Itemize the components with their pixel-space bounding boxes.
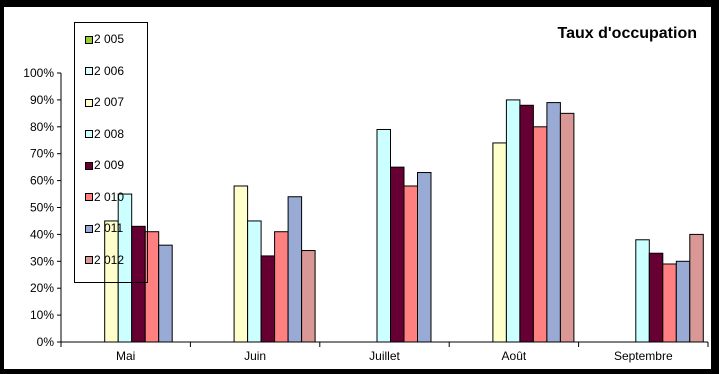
y-tick-label: 90% bbox=[30, 93, 54, 107]
bar-2007-Août bbox=[492, 142, 507, 343]
legend-entry: 2 008 bbox=[85, 126, 124, 142]
x-tick-label: Juillet bbox=[369, 349, 400, 363]
bar-2008-Août bbox=[505, 99, 521, 343]
bar-2008-Juillet bbox=[376, 128, 391, 343]
y-tick-label: 100% bbox=[23, 66, 54, 80]
legend-swatch bbox=[85, 130, 93, 139]
legend-label: 2 011 bbox=[94, 221, 124, 235]
legend-swatch bbox=[85, 256, 93, 265]
legend-label: 2 010 bbox=[94, 189, 125, 204]
y-tick-label: 20% bbox=[30, 281, 54, 295]
bar-2010-Juin bbox=[274, 231, 289, 343]
chart-title: Taux d'occupation bbox=[557, 25, 697, 42]
legend-swatch bbox=[85, 35, 93, 44]
bar-2008-Septembre bbox=[635, 239, 650, 343]
legend-swatch bbox=[85, 224, 93, 233]
bar-2011-Septembre bbox=[675, 260, 691, 343]
legend-entry: 2 009 bbox=[85, 157, 124, 173]
x-tick-label: Mai bbox=[116, 349, 135, 363]
bar-2009-Juin bbox=[260, 255, 276, 343]
legend-entry: 2 006 bbox=[85, 63, 124, 79]
legend-label: 2 007 bbox=[94, 95, 125, 109]
legend-label: 2 008 bbox=[94, 126, 125, 141]
legend-entry: 2 012 bbox=[85, 252, 124, 268]
legend-entry: 2 010 bbox=[85, 189, 124, 205]
legend-swatch bbox=[85, 98, 93, 107]
legend-entry: 2 011 bbox=[85, 220, 123, 236]
bar-2012-Septembre bbox=[689, 233, 704, 343]
y-tick-label: 50% bbox=[30, 201, 54, 215]
chart-frame: 0% 10% 20% 30% 40% 50% 60% 70% 80% 90% 100% Mai Juin… bbox=[3, 6, 712, 370]
legend-entry: 2 005 bbox=[85, 31, 124, 47]
y-tick-label: 10% bbox=[30, 308, 54, 322]
y-tick-label: 60% bbox=[30, 174, 54, 188]
legend-label: 2 005 bbox=[94, 32, 125, 46]
legend-label: 2 009 bbox=[94, 158, 125, 172]
bar-2009-Août bbox=[519, 104, 534, 343]
y-tick-label: 70% bbox=[30, 147, 54, 161]
bar-2007-Juin bbox=[233, 185, 249, 343]
bar-2011-Juin bbox=[287, 196, 303, 343]
bar-2011-Août bbox=[546, 102, 561, 343]
y-tick-label: 80% bbox=[30, 120, 54, 134]
bar-2009-Septembre bbox=[648, 252, 664, 343]
legend-swatch bbox=[85, 67, 93, 76]
chart-plot-area: 0% 10% 20% 30% 40% 50% 60% 70% 80% 90% 100% Mai Juin… bbox=[23, 66, 709, 363]
bar-2008-Juin bbox=[247, 220, 262, 343]
legend-label: 2 012 bbox=[94, 252, 125, 267]
bar-2010-Juillet bbox=[403, 185, 418, 343]
legend-label: 2 006 bbox=[94, 63, 125, 78]
bar-2012-Août bbox=[559, 112, 575, 343]
legend-entry: 2 007 bbox=[85, 94, 124, 110]
bar-2011-Mai bbox=[158, 244, 173, 343]
y-tick-label: 30% bbox=[30, 254, 54, 268]
bar-2010-Septembre bbox=[662, 263, 677, 343]
bar-2010-Août bbox=[532, 126, 548, 343]
legend-swatch bbox=[85, 193, 93, 202]
bar-2009-Juillet bbox=[390, 166, 405, 343]
x-tick-label: Août bbox=[502, 349, 527, 363]
legend: 2 005 2 006 2 007 2 008 2 009 2 010 2 011 2 012 bbox=[74, 22, 148, 283]
x-tick-label: Juin bbox=[244, 349, 266, 363]
bar-2012-Juin bbox=[301, 250, 316, 343]
y-tick-label: 40% bbox=[30, 227, 54, 241]
legend-swatch bbox=[85, 161, 93, 170]
bar-2011-Juillet bbox=[417, 172, 432, 343]
y-tick-label: 0% bbox=[37, 335, 55, 349]
x-tick-label: Septembre bbox=[614, 349, 673, 363]
